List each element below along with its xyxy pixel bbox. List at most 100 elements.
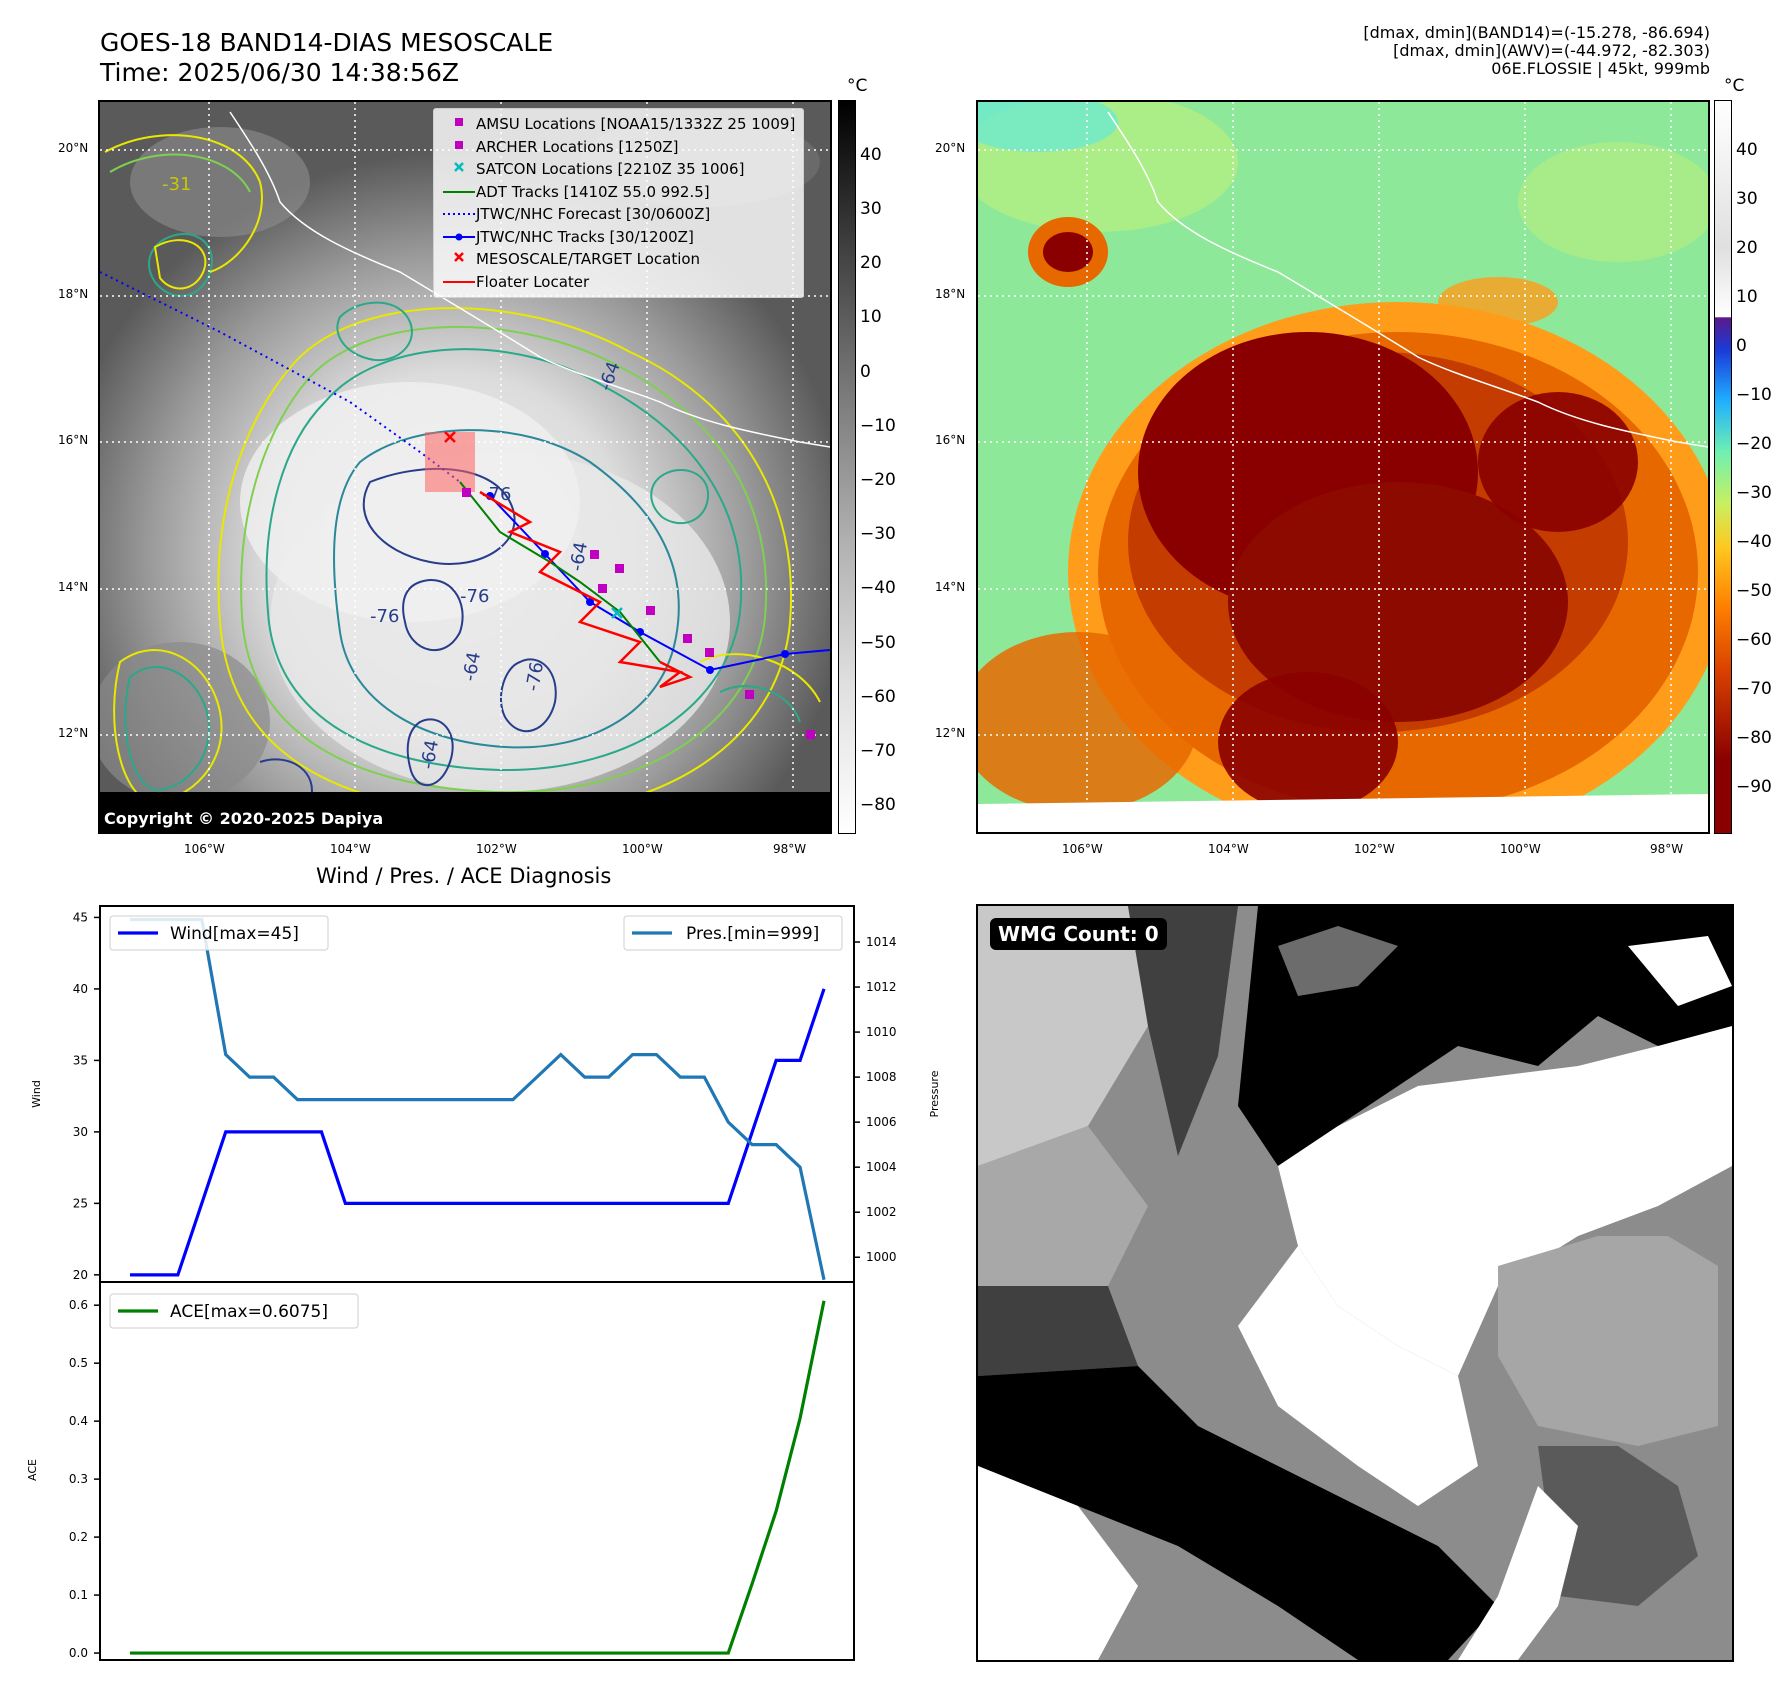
x-marker-icon: [442, 248, 476, 271]
colorbar-tick: 0: [860, 362, 871, 382]
tick-label: 20: [73, 1268, 88, 1282]
lon-label: 102°W: [1354, 842, 1395, 856]
legend-label: Floater Locater: [476, 272, 590, 291]
pressure-series-line: [130, 917, 826, 1281]
tick-label: 0.6: [69, 1298, 88, 1312]
title-line-1: GOES-18 BAND14-DIAS MESOSCALE: [100, 28, 554, 57]
legend-item-mesoscale: MESOSCALE/TARGET Location: [442, 248, 795, 271]
colorbar-tick: −80: [860, 795, 896, 815]
title-line-2: Time: 2025/06/30 14:38:56Z: [100, 58, 459, 87]
lon-label: 106°W: [1062, 842, 1103, 856]
pressure-legend: Pres.[min=999]: [623, 915, 843, 951]
lat-label: 20°N: [935, 141, 966, 155]
wmg-map: [978, 906, 1732, 1660]
legend-label: JTWC/NHC Tracks [30/1200Z]: [476, 227, 694, 246]
colorbar-tick: 10: [1736, 287, 1758, 307]
lat-label: 14°N: [935, 580, 966, 594]
wind-series-line: [130, 988, 826, 1277]
legend-item-floater: Floater Locater: [442, 271, 795, 294]
colorbar-tick: 30: [1736, 189, 1758, 209]
legend-label: JTWC/NHC Forecast [30/0600Z]: [476, 205, 711, 223]
colorbar-tick: −50: [860, 633, 896, 653]
lat-label: 12°N: [58, 726, 89, 740]
contour-label: -31: [162, 174, 191, 195]
legend-item-archer: ARCHER Locations [1250Z]: [442, 136, 795, 159]
lat-label: 20°N: [58, 141, 89, 155]
ace-legend-label: ACE[max=0.6075]: [170, 1302, 328, 1322]
lon-label: 100°W: [622, 842, 663, 856]
dotted-line-icon: [442, 203, 476, 226]
colorbar-tick: −60: [1736, 630, 1772, 650]
colorbar-tick: −70: [1736, 679, 1772, 699]
tick-label: 0.0: [69, 1646, 88, 1660]
tick-label: 1002: [866, 1205, 897, 1219]
pressure-legend-label: Pres.[min=999]: [686, 924, 819, 944]
pressure-axis-label: Pressure: [928, 1070, 941, 1117]
lon-label: 102°W: [476, 842, 517, 856]
copyright-label: Copyright © 2020-2025 Dapiya: [100, 804, 830, 834]
tick-label: 40: [73, 982, 88, 996]
colorbar-tick: −90: [1736, 777, 1772, 797]
lon-label: 98°W: [1650, 842, 1684, 856]
tick-label: 1008: [866, 1070, 897, 1084]
colorbar-tick: −80: [1736, 728, 1772, 748]
contour-label: -76: [460, 586, 489, 607]
ace-axis-label: ACE: [26, 1459, 39, 1481]
lat-label: 16°N: [935, 433, 966, 447]
tick-label: 1006: [866, 1115, 897, 1129]
colorbar-tick: −40: [1736, 532, 1772, 552]
tick-label: 25: [73, 1196, 88, 1210]
colorbar-tick: −60: [860, 687, 896, 707]
square-marker-icon: [442, 136, 476, 159]
contour-label: -76: [522, 660, 548, 693]
color-colorbar: [1714, 100, 1732, 834]
contour-label: -76: [370, 606, 399, 627]
wmg-count-badge: WMG Count: 0: [990, 918, 1167, 950]
wind-axis-label: Wind: [30, 1080, 43, 1108]
tick-label: 30: [73, 1125, 88, 1139]
tick-label: 0.2: [69, 1530, 88, 1544]
figure-title: GOES-18 BAND14-DIAS MESOSCALE Time: 2025…: [100, 28, 553, 88]
colorbar-tick: 20: [1736, 238, 1758, 258]
colorbar-tick: −20: [860, 470, 896, 490]
lon-label: 106°W: [184, 842, 225, 856]
colorbar-unit: °C: [1724, 76, 1745, 96]
tick-label: 35: [73, 1053, 88, 1067]
colorbar-tick: 40: [860, 145, 882, 165]
legend-item-tracks: JTWC/NHC Tracks [30/1200Z]: [442, 226, 795, 249]
tick-label: 0.3: [69, 1472, 88, 1486]
lon-label: 100°W: [1500, 842, 1541, 856]
track-legend: AMSU Locations [NOAA15/1332Z 25 1009] AR…: [433, 108, 805, 298]
contour-label: -64: [417, 738, 443, 771]
gray-colorbar: [838, 100, 856, 834]
legend-label: MESOSCALE/TARGET Location: [476, 250, 701, 268]
legend-label: ARCHER Locations [1250Z]: [476, 137, 679, 156]
pressure-ticks: 1000 1002 1004 1006 1008 1010 1012 1014: [854, 935, 897, 1264]
colorbar-tick: 40: [1736, 140, 1758, 160]
colorbar-unit: °C: [847, 76, 868, 96]
tick-label: 45: [73, 910, 88, 924]
tick-label: 1000: [866, 1250, 897, 1264]
lat-label: 14°N: [58, 580, 89, 594]
color-ir-map-panel: [976, 100, 1710, 834]
tick-label: 1010: [866, 1025, 897, 1039]
stats-awv: [dmax, dmin](AWV)=(-44.972, -82.303): [1393, 41, 1710, 60]
lon-label: 98°W: [773, 842, 807, 856]
colorbar-tick: −10: [1736, 385, 1772, 405]
square-marker-icon: [442, 113, 476, 136]
colorbar-tick: −30: [860, 524, 896, 544]
wind-legend-label: Wind[max=45]: [170, 924, 299, 944]
colorbar-tick: 30: [860, 199, 882, 219]
tick-label: 0.5: [69, 1356, 88, 1370]
tick-label: 0.4: [69, 1414, 88, 1428]
lat-label: 18°N: [58, 287, 89, 301]
contour-label: -64: [459, 650, 485, 683]
wind-pressure-frame: [99, 905, 855, 1283]
colorbar-tick: −40: [860, 578, 896, 598]
legend-item-amsu: AMSU Locations [NOAA15/1332Z 25 1009]: [442, 113, 795, 136]
colorbar-tick: −30: [1736, 483, 1772, 503]
stats-header: [dmax, dmin](BAND14)=(-15.278, -86.694) …: [1363, 24, 1710, 78]
lat-label: 16°N: [58, 433, 89, 447]
ace-series-line: [130, 1300, 826, 1655]
lat-label: 12°N: [935, 726, 966, 740]
